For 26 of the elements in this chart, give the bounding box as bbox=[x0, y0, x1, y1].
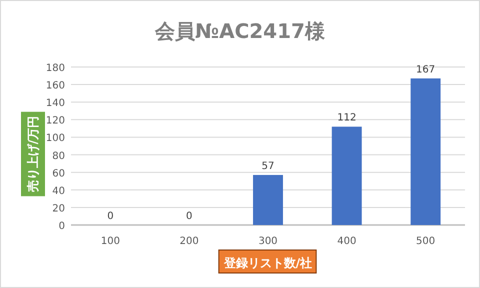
y-tick-label: 180 bbox=[46, 63, 65, 74]
y-tick-label: 100 bbox=[46, 133, 65, 144]
bar bbox=[332, 126, 362, 225]
x-axis-title: 登録リスト数/社 bbox=[222, 256, 312, 270]
y-axis-title: 売り上げ/万円 bbox=[26, 116, 40, 192]
x-tick-label: 200 bbox=[180, 236, 199, 247]
x-tick-label: 400 bbox=[337, 236, 356, 247]
data-label: 0 bbox=[186, 211, 192, 222]
y-tick-label: 120 bbox=[46, 116, 65, 127]
data-label: 112 bbox=[337, 112, 356, 124]
data-label: 167 bbox=[416, 64, 436, 76]
y-tick-label: 140 bbox=[46, 98, 65, 110]
y-tick-label: 40 bbox=[52, 186, 65, 197]
bar bbox=[253, 174, 283, 225]
x-tick-label: 300 bbox=[258, 236, 278, 247]
y-tick-label: 20 bbox=[52, 203, 65, 214]
x-tick-label: 100 bbox=[100, 236, 120, 247]
y-tick-label: 0 bbox=[58, 221, 65, 232]
data-label: 57 bbox=[262, 160, 274, 172]
chart-title: 会員№AC2417様 bbox=[154, 19, 326, 43]
y-tick-label: 80 bbox=[52, 150, 65, 162]
y-tick-label: 60 bbox=[52, 168, 65, 180]
x-tick-label: 500 bbox=[416, 236, 436, 247]
y-tick-label: 160 bbox=[46, 80, 65, 92]
data-label: 0 bbox=[107, 211, 114, 222]
bar bbox=[410, 78, 441, 225]
